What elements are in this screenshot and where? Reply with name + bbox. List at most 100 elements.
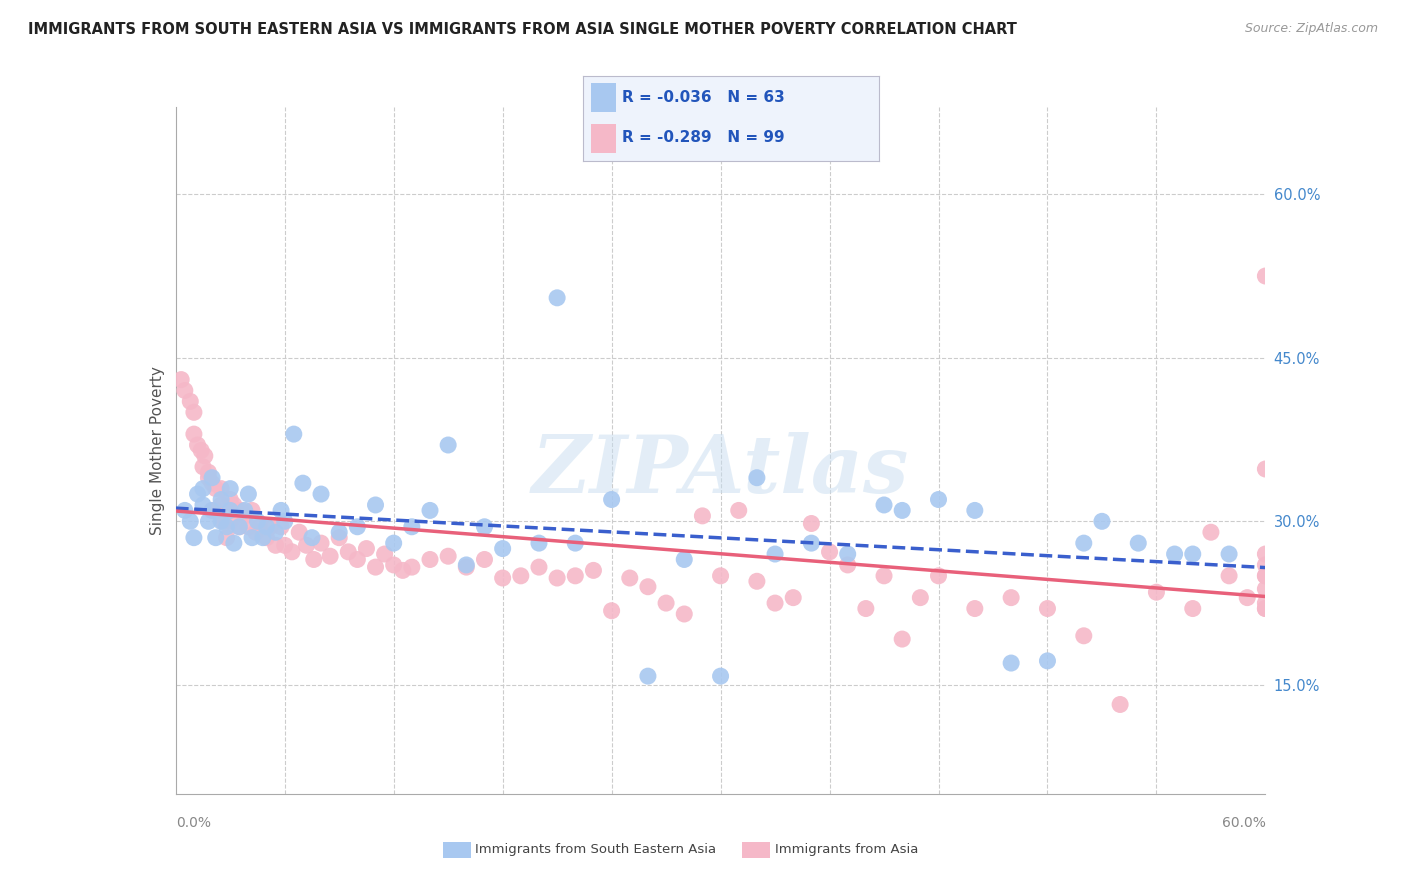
Point	[219, 482, 242, 496]
Point	[837, 547, 859, 561]
Point	[910, 591, 932, 605]
Point	[209, 492, 232, 507]
Point	[1036, 601, 1059, 615]
Point	[201, 476, 224, 491]
Point	[209, 514, 232, 528]
Point	[456, 560, 478, 574]
Point	[233, 503, 256, 517]
Point	[231, 503, 253, 517]
Point	[245, 525, 267, 540]
Point	[346, 552, 368, 566]
Point	[1254, 582, 1277, 596]
Point	[963, 601, 986, 615]
Point	[419, 503, 441, 517]
Point	[837, 558, 859, 572]
Point	[183, 427, 205, 442]
Point	[191, 498, 214, 512]
Point	[1254, 462, 1277, 476]
Point	[673, 552, 696, 566]
Text: 60.0%: 60.0%	[1222, 816, 1265, 830]
Point	[173, 384, 195, 398]
Point	[855, 601, 877, 615]
Point	[456, 558, 478, 572]
Point	[1218, 569, 1240, 583]
Text: 0.0%: 0.0%	[176, 816, 211, 830]
Point	[259, 520, 281, 534]
Point	[186, 438, 209, 452]
Point	[1218, 547, 1240, 561]
Point	[1254, 569, 1277, 583]
Point	[170, 373, 193, 387]
Point	[256, 531, 278, 545]
Point	[745, 574, 768, 589]
Point	[1146, 585, 1168, 599]
Point	[1109, 698, 1132, 712]
Point	[763, 547, 786, 561]
Point	[197, 471, 219, 485]
Point	[238, 487, 260, 501]
Point	[191, 459, 214, 474]
Point	[401, 560, 423, 574]
Point	[1254, 596, 1277, 610]
Point	[197, 514, 219, 528]
Point	[437, 438, 460, 452]
Point	[238, 520, 260, 534]
Point	[295, 538, 318, 552]
Point	[401, 520, 423, 534]
Point	[727, 503, 749, 517]
Text: Immigrants from Asia: Immigrants from Asia	[775, 843, 918, 855]
Point	[219, 514, 242, 528]
Point	[782, 591, 804, 605]
Point	[264, 538, 287, 552]
Point	[201, 503, 224, 517]
Point	[270, 503, 292, 517]
Point	[233, 508, 256, 523]
Point	[419, 552, 441, 566]
Point	[247, 520, 270, 534]
Text: Immigrants from South Eastern Asia: Immigrants from South Eastern Asia	[475, 843, 716, 855]
Point	[212, 514, 235, 528]
Point	[309, 536, 332, 550]
Point	[204, 503, 226, 517]
Point	[600, 604, 623, 618]
Point	[183, 531, 205, 545]
Point	[201, 471, 224, 485]
Point	[209, 482, 232, 496]
Point	[928, 569, 950, 583]
Point	[492, 541, 515, 556]
Point	[1199, 525, 1222, 540]
Point	[240, 531, 263, 545]
Point	[600, 492, 623, 507]
Point	[1254, 547, 1277, 561]
Point	[800, 536, 823, 550]
Point	[179, 394, 201, 409]
Point	[274, 538, 297, 552]
Point	[1073, 536, 1095, 550]
Point	[204, 482, 226, 496]
Point	[201, 503, 224, 517]
Point	[309, 487, 332, 501]
Point	[474, 552, 496, 566]
Point	[800, 516, 823, 531]
Point	[382, 558, 405, 572]
Point	[1000, 656, 1022, 670]
Point	[1128, 536, 1150, 550]
Point	[582, 563, 605, 577]
Point	[637, 580, 659, 594]
Point	[270, 520, 292, 534]
Point	[264, 525, 287, 540]
Point	[474, 520, 496, 534]
Point	[891, 503, 914, 517]
Point	[209, 498, 232, 512]
Point	[246, 514, 269, 528]
Point	[197, 465, 219, 479]
Text: IMMIGRANTS FROM SOUTH EASTERN ASIA VS IMMIGRANTS FROM ASIA SINGLE MOTHER POVERTY: IMMIGRANTS FROM SOUTH EASTERN ASIA VS IM…	[28, 22, 1017, 37]
Point	[302, 552, 325, 566]
Point	[763, 596, 786, 610]
Point	[215, 520, 238, 534]
Point	[252, 531, 274, 545]
Point	[527, 536, 550, 550]
Point	[527, 560, 550, 574]
Point	[745, 471, 768, 485]
Point	[891, 632, 914, 646]
